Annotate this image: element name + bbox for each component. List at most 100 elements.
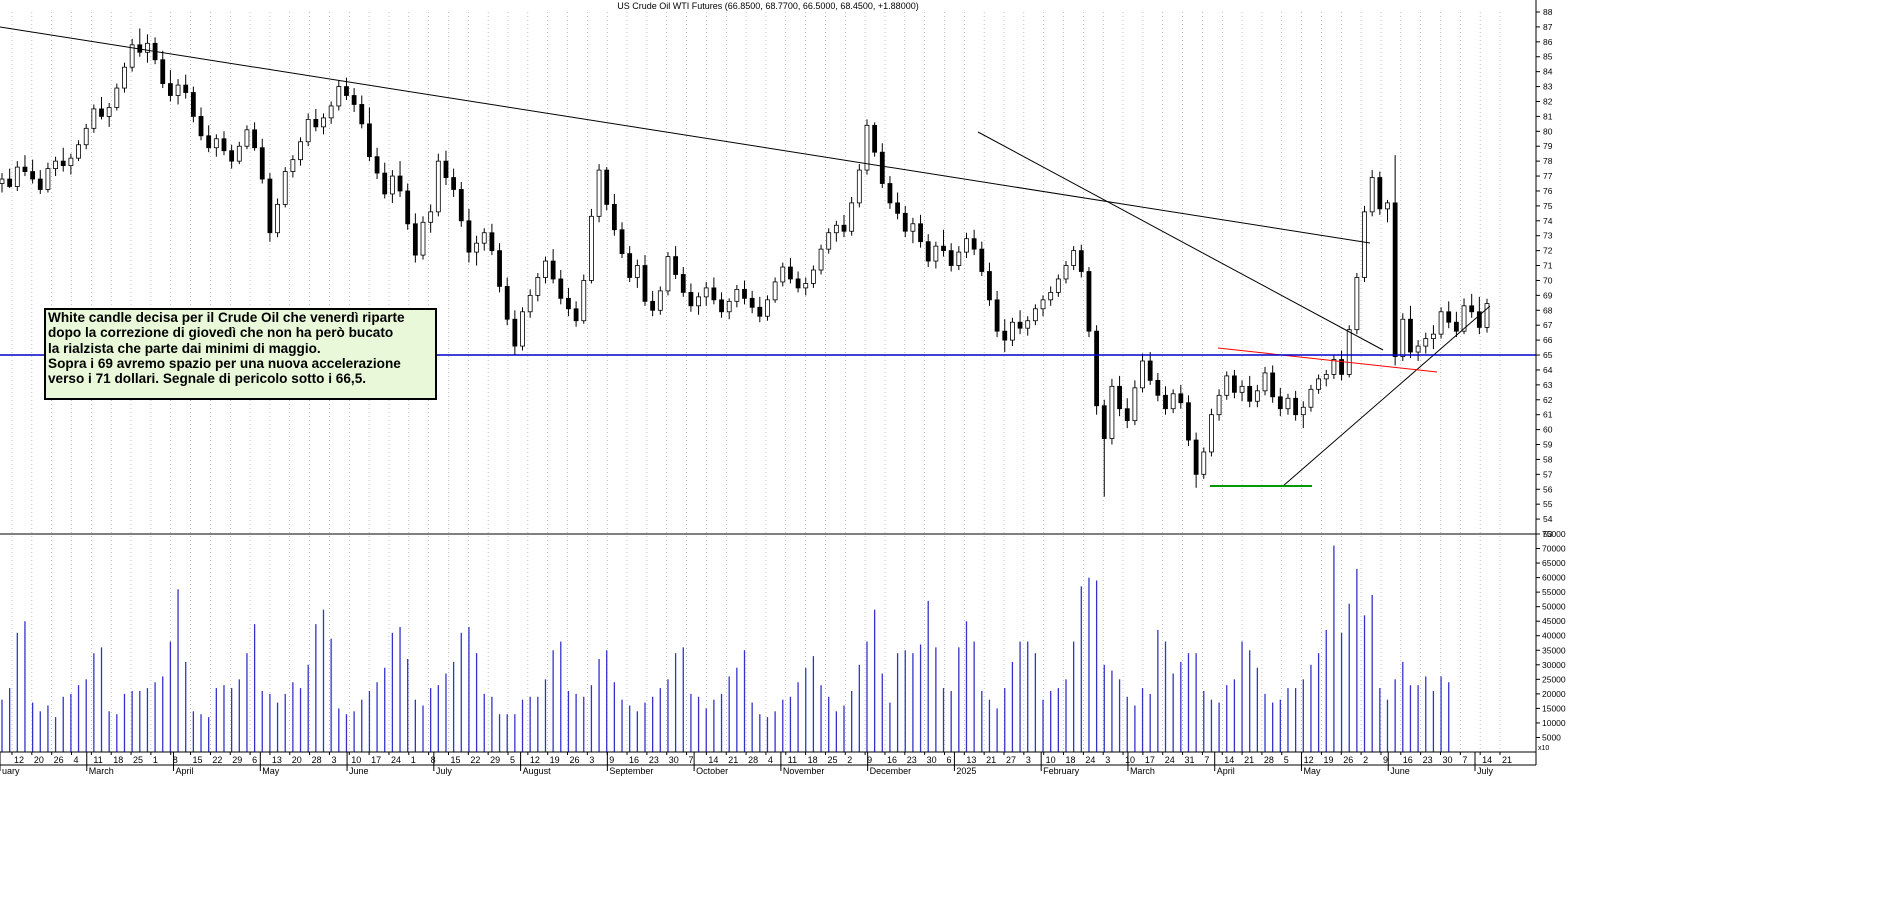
month-label: May — [262, 766, 280, 776]
candle-body — [1323, 374, 1329, 380]
candle-body — [1247, 385, 1253, 402]
x-tick-label: 7 — [1462, 755, 1467, 765]
candle-body — [68, 157, 74, 167]
x-tick-label: 18 — [808, 755, 818, 765]
x-tick-label: 26 — [1343, 755, 1353, 765]
x-tick-label: 22 — [470, 755, 480, 765]
x-tick-label: 8 — [173, 755, 178, 765]
candle-body — [948, 250, 954, 266]
x-tick-label: 21 — [728, 755, 738, 765]
x-tick-label: 7 — [689, 755, 694, 765]
candle-body — [374, 156, 380, 174]
x-tick-label: 28 — [1264, 755, 1274, 765]
candle-body — [933, 245, 939, 262]
candle-body — [749, 297, 755, 308]
x-tick-label: 14 — [708, 755, 718, 765]
candle-body — [841, 224, 847, 232]
candle-body — [611, 203, 617, 231]
candle-body — [0, 178, 5, 184]
volume-tick-label: 55000 — [1542, 587, 1566, 597]
annotation-line-5: verso i 71 dollari. Segnale di pericolo … — [48, 371, 367, 387]
x-tick-label: 19 — [1323, 755, 1333, 765]
annotation-line-3: la rialzista che parte dai minimi di mag… — [48, 340, 321, 356]
x-tick-label: 12 — [530, 755, 540, 765]
candle-body — [1124, 408, 1130, 422]
x-tick-label: 13 — [272, 755, 282, 765]
candle-body — [1155, 379, 1161, 396]
red-resistance-line — [1217, 347, 1438, 373]
volume-scale-label: x10 — [1538, 745, 1549, 752]
volume-tick-label: 70000 — [1542, 544, 1566, 554]
candle-body — [22, 166, 28, 172]
volume-tick-label: 5000 — [1542, 732, 1561, 742]
candle-body — [1002, 330, 1008, 341]
x-tick-label: 5 — [510, 755, 515, 765]
candle-body — [267, 178, 273, 234]
candle-body — [1461, 305, 1467, 332]
candle-body — [1101, 405, 1107, 439]
x-tick-label: 30 — [927, 755, 937, 765]
month-label: August — [523, 766, 552, 776]
month-label: March — [1130, 766, 1155, 776]
candle-body — [275, 203, 280, 234]
candle-body — [765, 299, 770, 317]
candle-body — [428, 211, 434, 223]
price-tick-label: 75 — [1543, 201, 1553, 211]
volume-tick-label: 30000 — [1542, 660, 1566, 670]
candle-body — [1132, 387, 1138, 422]
price-tick-label: 69 — [1543, 290, 1553, 300]
annotation-line-4: Sopra i 69 avremo spazio per una nuova a… — [48, 355, 401, 371]
month-label: June — [1390, 766, 1410, 776]
candle-body — [589, 215, 594, 281]
candle-body — [810, 269, 816, 284]
candle-body — [344, 86, 349, 96]
candle-body — [833, 224, 839, 234]
candle-body — [504, 286, 510, 320]
candle-body — [451, 177, 457, 190]
candle-body — [37, 178, 43, 190]
price-tick-label: 65 — [1543, 350, 1553, 360]
candle-body — [1178, 393, 1184, 404]
volume-tick-label: 60000 — [1542, 573, 1566, 583]
price-tick-label: 72 — [1543, 246, 1553, 256]
candle-body — [83, 127, 89, 146]
candle-body — [298, 141, 303, 161]
candle-body — [1469, 305, 1475, 313]
candle-body — [466, 220, 472, 253]
candle-body — [321, 117, 326, 128]
candle-body — [206, 135, 212, 149]
candle-body — [14, 166, 20, 187]
candle-body — [772, 281, 778, 301]
candle-body — [359, 104, 365, 125]
candle-body — [1040, 299, 1046, 310]
x-tick-label: 16 — [887, 755, 897, 765]
x-tick-label: 17 — [1145, 755, 1155, 765]
candle-body — [925, 241, 931, 262]
volume-tick-label: 65000 — [1542, 558, 1566, 568]
candle-body — [604, 169, 610, 205]
candle-body — [198, 116, 204, 137]
candle-body — [558, 278, 564, 299]
annotation-line-1: White candle decisa per il Crude Oil che… — [48, 310, 405, 325]
candle-body — [726, 300, 732, 313]
candle-body — [627, 253, 633, 278]
x-tick-label: 18 — [1066, 755, 1076, 765]
candle-body — [145, 42, 150, 53]
x-tick-label: 13 — [966, 755, 976, 765]
candle-body — [1262, 372, 1268, 392]
price-tick-label: 67 — [1543, 320, 1553, 330]
candle-body — [106, 107, 112, 117]
price-tick-label: 83 — [1543, 82, 1553, 92]
candle-body — [619, 229, 625, 255]
candle-body — [168, 83, 173, 96]
x-tick-label: 12 — [1304, 755, 1314, 765]
candle-body — [336, 86, 342, 107]
candle-body — [987, 271, 992, 301]
price-tick-label: 74 — [1543, 216, 1553, 226]
candle-body — [1193, 439, 1199, 475]
candle-body — [994, 299, 1000, 332]
candle-body — [512, 318, 518, 347]
volume-bars — [1, 545, 1450, 752]
candle-body — [1254, 390, 1260, 402]
candle-body — [1032, 308, 1038, 322]
